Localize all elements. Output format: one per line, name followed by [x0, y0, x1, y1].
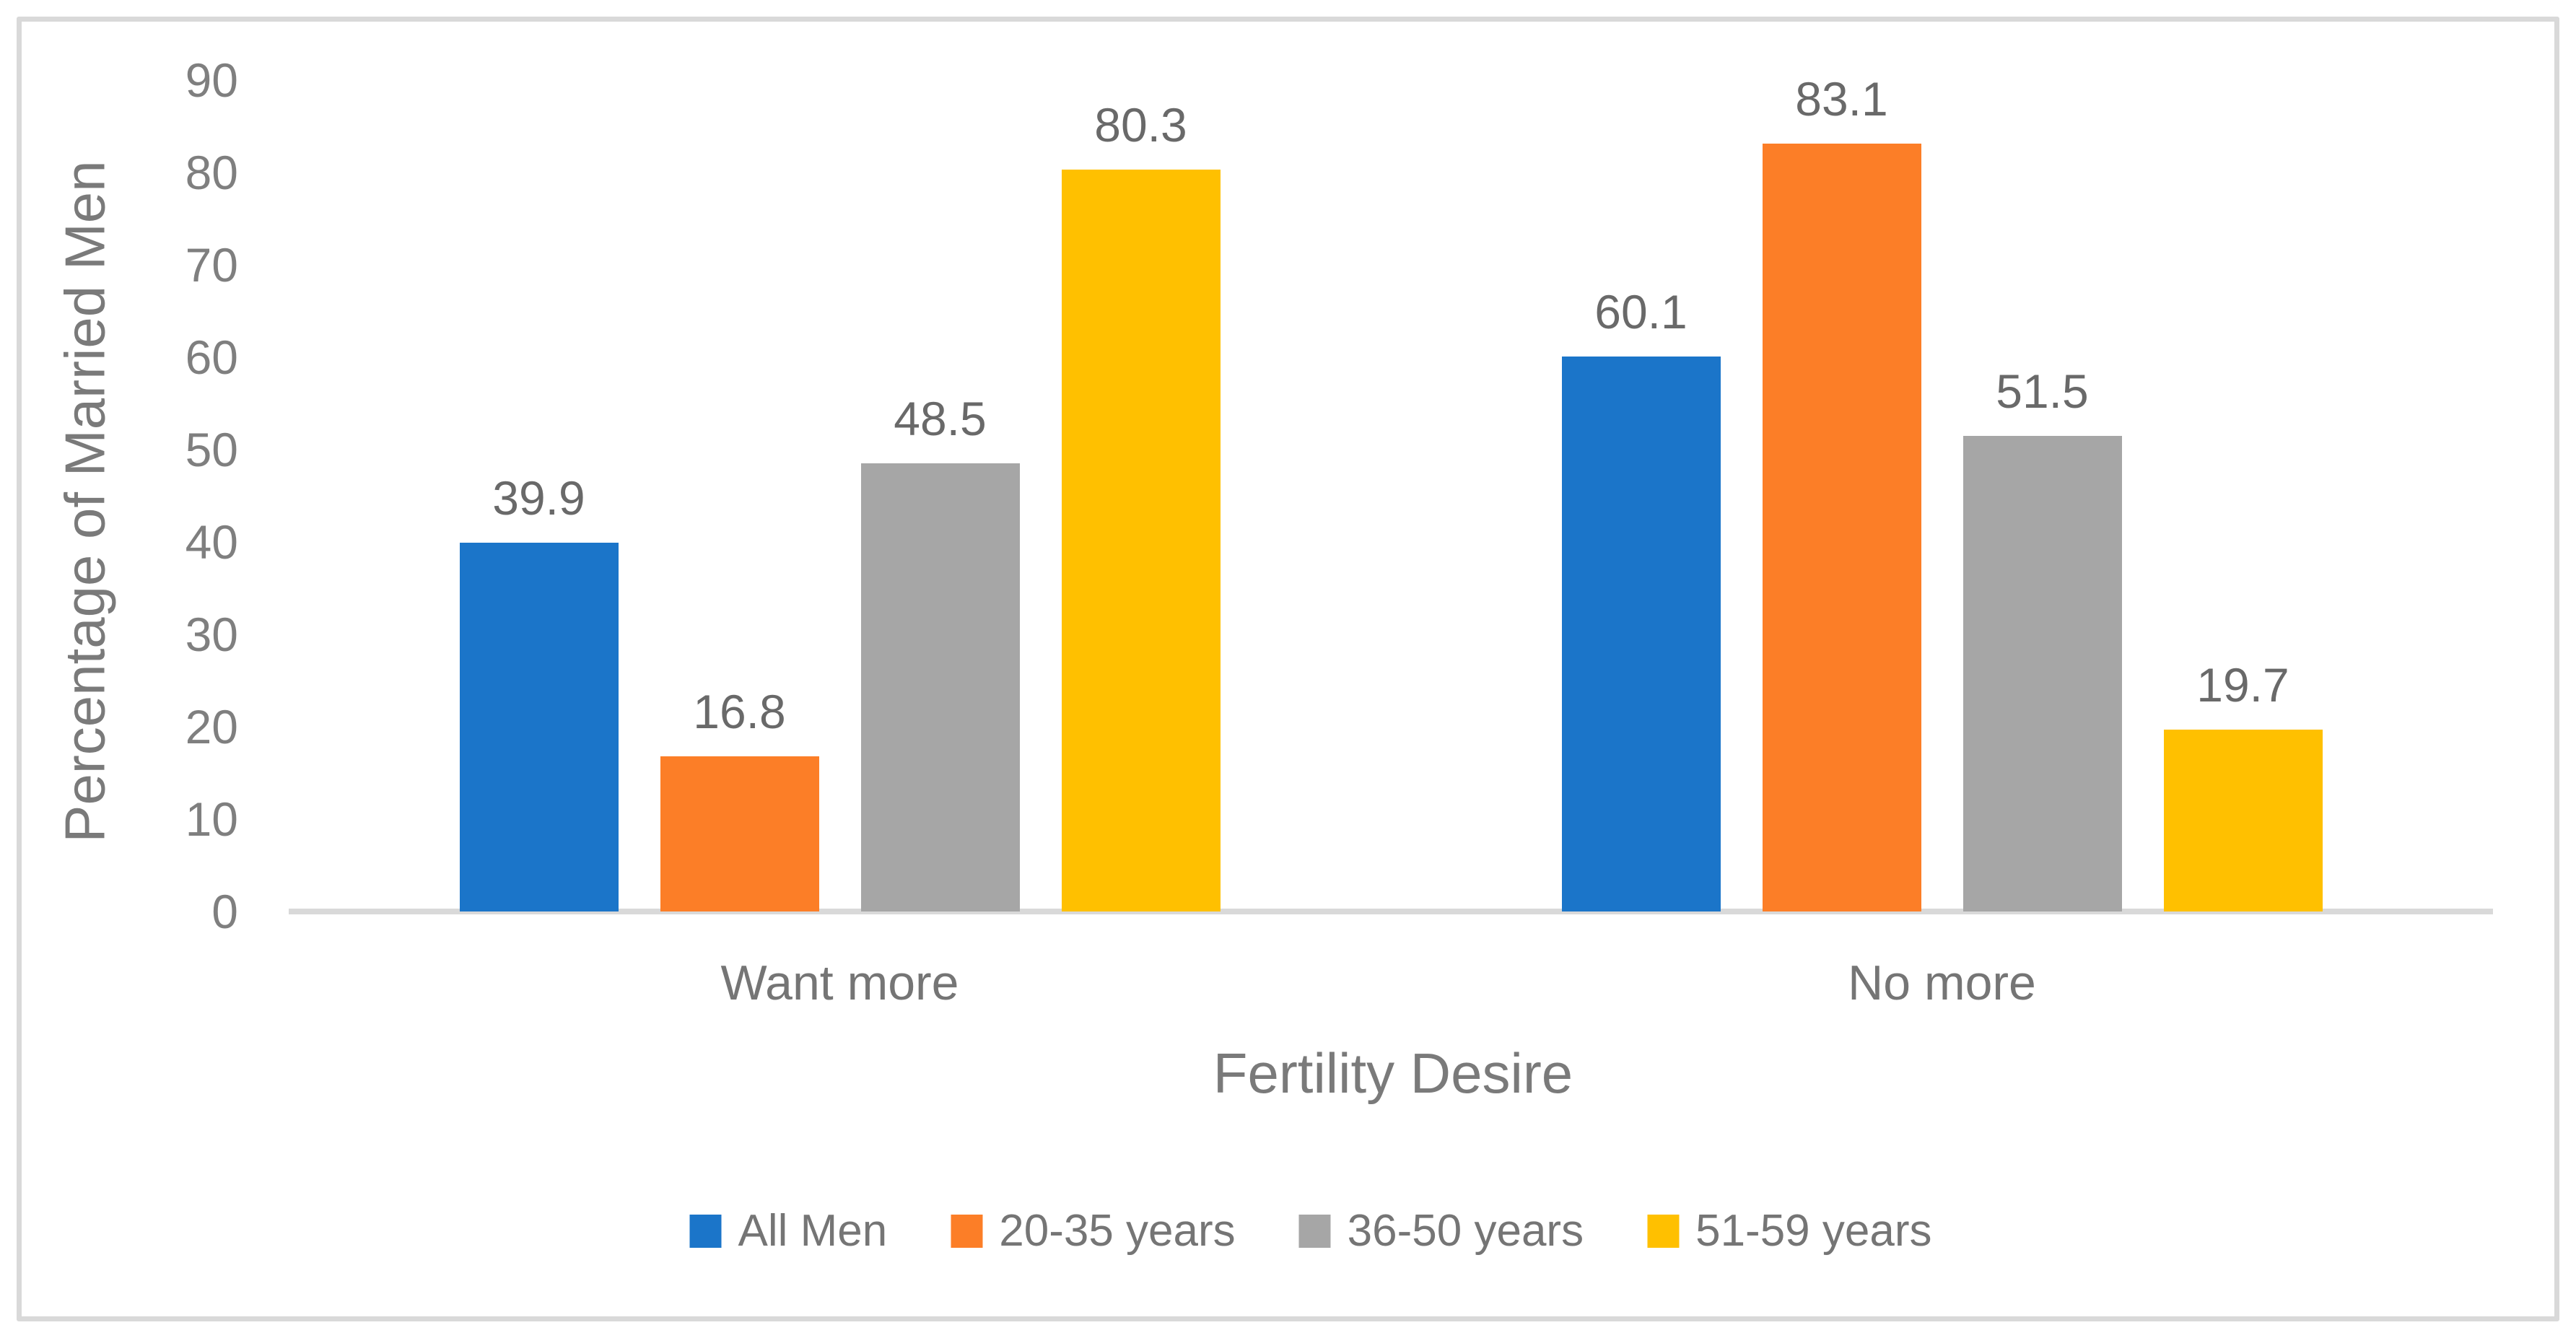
- bar-value-label: 16.8: [693, 684, 786, 738]
- legend-item-51-59-years: 51-59 years: [1647, 1206, 1932, 1256]
- bar-value-label: 19.7: [2196, 657, 2289, 712]
- category-label: Want more: [720, 956, 959, 1010]
- bar-value-label: 48.5: [894, 392, 987, 446]
- legend-item-all-men: All Men: [689, 1209, 887, 1254]
- bar-value-label: 83.1: [1795, 72, 1888, 126]
- legend-swatch-icon: [951, 1215, 983, 1248]
- bar-value-label: 51.5: [1996, 364, 2089, 418]
- legend-swatch-icon: [689, 1215, 722, 1248]
- bar-value-label: 39.9: [492, 471, 585, 525]
- y-tick-label: 10: [185, 792, 238, 846]
- bar-51-59-years-want-more: [1061, 170, 1221, 911]
- bar-36-50-years-no-more: [1962, 435, 2122, 911]
- chart-frame: [17, 17, 2559, 1321]
- bar-all-men-no-more: [1561, 356, 1721, 911]
- y-tick-label: 90: [185, 53, 238, 107]
- legend: All Men 20-35 years 36-50 years 51-59 years: [689, 1206, 1932, 1256]
- bar-51-59-years-no-more: [2163, 729, 2323, 911]
- y-tick-label: 70: [185, 238, 238, 292]
- legend-label: 51-59 years: [1695, 1206, 1932, 1256]
- legend-label: 20-35 years: [999, 1206, 1236, 1256]
- x-axis-title: Fertility Desire: [1213, 1041, 1573, 1105]
- legend-swatch-icon: [1298, 1215, 1331, 1248]
- legend-item-36-50-years: 36-50 years: [1298, 1206, 1584, 1256]
- bar-value-label: 60.1: [1594, 284, 1688, 338]
- y-tick-label: 80: [185, 146, 238, 199]
- bar-20-35-years-want-more: [660, 756, 819, 911]
- bar-36-50-years-want-more: [860, 463, 1020, 911]
- y-tick-label: 50: [185, 423, 238, 476]
- legend-label: 36-50 years: [1347, 1206, 1584, 1256]
- bar-all-men-want-more: [459, 543, 619, 911]
- bar-20-35-years-no-more: [1762, 144, 1921, 911]
- legend-label: All Men: [738, 1206, 888, 1256]
- x-axis-line: [289, 909, 2493, 914]
- category-label: No more: [1848, 956, 2036, 1010]
- y-tick-label: 60: [185, 331, 238, 384]
- y-tick-label: 30: [185, 608, 238, 661]
- bar-value-label: 80.3: [1094, 98, 1187, 152]
- legend-item-20-35-years: 20-35 years: [951, 1206, 1236, 1256]
- y-tick-label: 0: [211, 885, 238, 938]
- y-tick-label: 40: [185, 515, 238, 569]
- legend-swatch-icon: [1647, 1215, 1680, 1248]
- y-tick-label: 20: [185, 700, 238, 753]
